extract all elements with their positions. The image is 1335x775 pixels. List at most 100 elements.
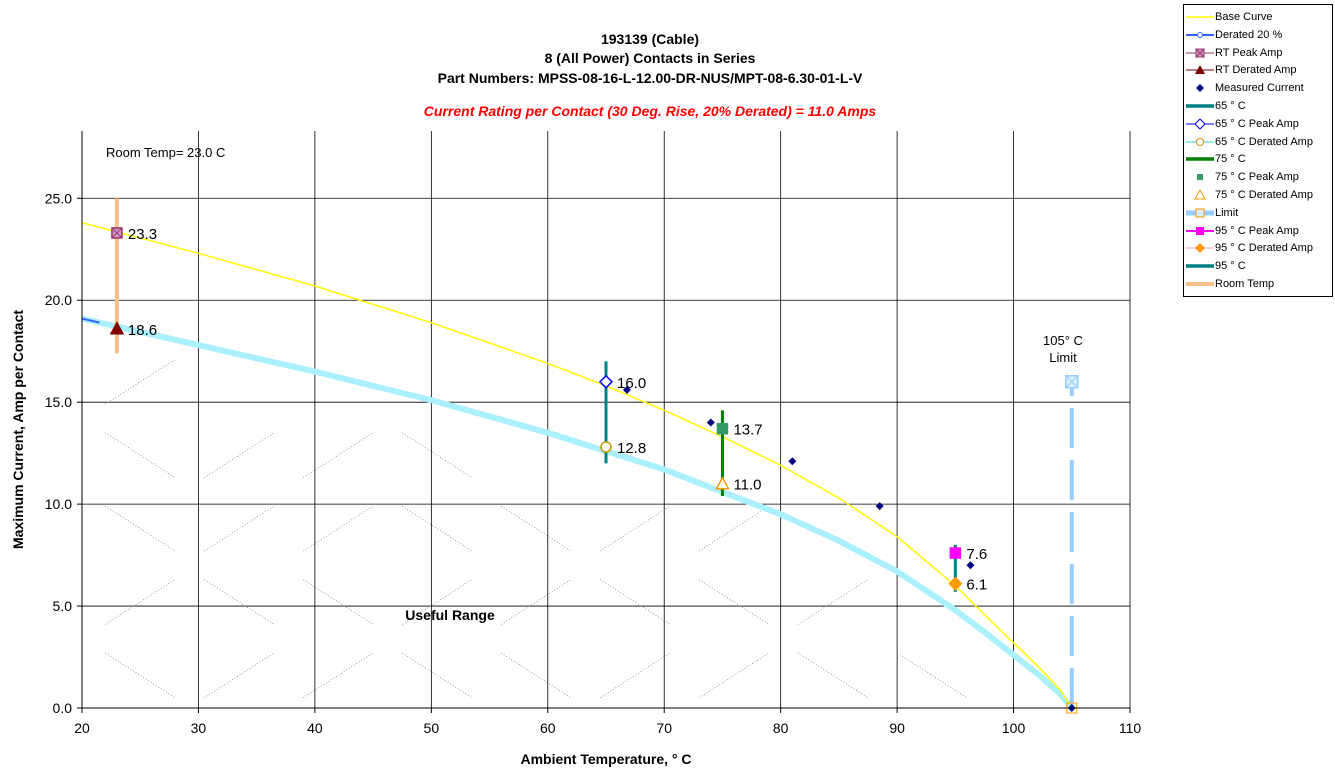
legend-item: 95 ° C — [1184, 258, 1334, 275]
legend-item: 75 ° C Derated Amp — [1184, 187, 1334, 204]
legend-swatch — [1196, 84, 1204, 93]
hatch-line — [402, 579, 473, 625]
peak-75c-marker — [716, 422, 729, 435]
x-tick-label: 40 — [307, 720, 323, 736]
legend-swatch — [1186, 16, 1214, 18]
data-label: 12.8 — [617, 440, 646, 457]
derated-95c-marker — [948, 576, 963, 591]
hatch-line — [698, 579, 770, 625]
legend-label: Room Temp — [1215, 278, 1275, 290]
hatch-line — [303, 505, 374, 552]
legend-label: 95 ° C Derated Amp — [1215, 242, 1313, 255]
legend-label: Measured Current — [1215, 82, 1304, 95]
legend-swatch — [1186, 226, 1214, 235]
room-temp-annotation: Room Temp= 23.0 C — [106, 145, 225, 160]
legend-swatch — [1186, 104, 1214, 108]
hatch-line — [797, 652, 869, 699]
hatch-line — [105, 505, 176, 552]
legend-swatch — [1186, 208, 1214, 218]
legend-item: 65 ° C — [1184, 98, 1334, 115]
hatch-line — [105, 652, 176, 699]
legend-swatch — [1186, 282, 1214, 286]
legend-label: 75 ° C Peak Amp — [1215, 171, 1299, 184]
legend-label: 65 ° C Derated Amp — [1215, 135, 1313, 148]
legend-item: 95 ° C Derated Amp — [1184, 240, 1334, 257]
hatch-line — [599, 652, 671, 699]
legend-item: Limit — [1184, 205, 1334, 222]
y-tick-label: 25.0 — [45, 190, 72, 206]
derated-75c-marker — [715, 476, 730, 490]
limit-annotation-line1: 105° C — [1043, 333, 1083, 348]
x-tick-label: 110 — [1119, 720, 1142, 736]
chart-title-line-2: 8 (All Power) Contacts in Series — [544, 50, 756, 66]
data-label: 6.1 — [966, 577, 987, 594]
legend-swatch — [1186, 243, 1214, 254]
legend-label: Base Curve — [1215, 11, 1273, 23]
legend-swatch — [1186, 48, 1214, 58]
legend-item: RT Peak Amp — [1184, 45, 1334, 62]
y-tick-label: 15.0 — [45, 394, 72, 410]
legend-item: 65 ° C Peak Amp — [1184, 116, 1334, 133]
limit-annotation-line2: Limit — [1049, 350, 1077, 365]
hatch-line — [204, 505, 275, 552]
x-tick-label: 20 — [74, 720, 90, 736]
y-axis-title: Maximum Current, Amp per Contact — [10, 310, 26, 549]
legend-item: RT Derated Amp — [1184, 62, 1334, 79]
limit-marker-x — [1065, 375, 1079, 389]
legend-item: 75 ° C — [1184, 151, 1334, 168]
chart-subtitle: Current Rating per Contact (30 Deg. Rise… — [423, 103, 877, 119]
hatch-line — [698, 652, 770, 699]
measured-point — [966, 561, 975, 570]
y-tick-label: 10.0 — [45, 496, 72, 512]
legend-label: 75 ° C — [1215, 153, 1246, 166]
x-tick-label: 90 — [889, 720, 905, 736]
legend-label: Limit — [1215, 206, 1239, 219]
legend-label: 65 ° C — [1215, 100, 1246, 112]
plot-series: 23.3 18.6 16.0 12.8 13.7 11.0 7.6 6.1 Room Temp=… — [81, 145, 1083, 714]
derated-65c-marker — [600, 441, 612, 453]
legend-label: 95 ° C Peak Amp — [1215, 224, 1299, 237]
chart-title-line-3: Part Numbers: MPSS-08-16-L-12.00-DR-NUS/… — [437, 70, 863, 86]
measured-point — [875, 502, 884, 511]
y-tick-label: 20.0 — [45, 292, 72, 308]
hatch-line — [599, 579, 671, 625]
measured-point — [622, 385, 631, 394]
data-label: 16.0 — [617, 375, 646, 392]
hatch-line — [797, 579, 869, 625]
legend-item: Room Temp — [1184, 276, 1334, 293]
rt-peak-marker-x — [111, 227, 123, 239]
derated-curve-edge — [81, 317, 100, 324]
hatch-line — [105, 579, 176, 625]
hatch-line — [501, 652, 572, 699]
legend-item: Base Curve — [1184, 9, 1334, 26]
legend-item: Measured Current — [1184, 80, 1334, 97]
legend-swatch — [1186, 118, 1214, 130]
legend-label: Derated 20 % — [1215, 28, 1283, 41]
x-tick-label: 70 — [656, 720, 672, 736]
data-label: 11.0 — [733, 477, 761, 494]
hatch-line — [402, 505, 473, 552]
data-label: 23.3 — [128, 226, 157, 243]
base-curve — [81, 221, 1073, 709]
legend-label: RT Peak Amp — [1215, 46, 1283, 59]
x-tick-label: 50 — [424, 720, 440, 736]
data-label: 7.6 — [966, 546, 987, 563]
legend-swatch — [1186, 31, 1214, 38]
legend-label: 75 ° C Derated Amp — [1215, 189, 1313, 201]
legend-label: RT Derated Amp — [1215, 64, 1297, 77]
x-tick-label: 100 — [1002, 720, 1026, 736]
measured-point — [706, 418, 715, 427]
derated-curve — [81, 315, 1075, 710]
legend-item: Derated 20 % — [1184, 27, 1334, 44]
legend-swatch — [1186, 264, 1214, 268]
hatch-line — [402, 652, 473, 699]
hatch-line — [204, 432, 275, 478]
y-tick-label: 0.0 — [53, 700, 73, 716]
useful-range-annotation: Useful Range — [405, 607, 495, 623]
legend-item: 65 ° C Derated Amp — [1184, 134, 1334, 151]
legend-item: 75 ° C Peak Amp — [1184, 169, 1334, 186]
peak-95c-marker — [949, 547, 962, 559]
measured-point — [788, 457, 797, 466]
hatch-line — [501, 579, 572, 625]
